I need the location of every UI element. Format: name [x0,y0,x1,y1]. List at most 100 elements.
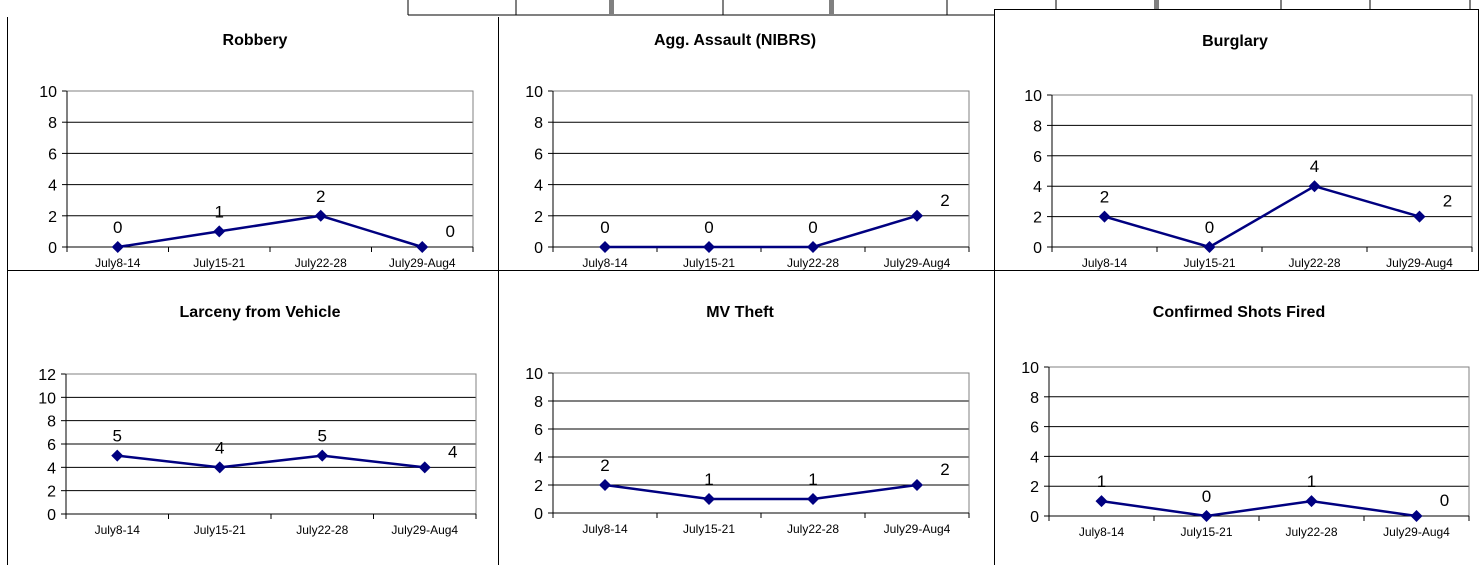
x-tick-label: July8-14 [1082,256,1128,270]
y-tick-label: 0 [48,240,57,257]
series-line [1104,184,1420,249]
y-tick-label: 4 [47,460,56,477]
y-tick-label: 6 [47,437,56,454]
data-label: 0 [113,218,122,237]
data-point [314,209,327,222]
y-tick-label: 4 [534,450,543,467]
data-label: 1 [1097,472,1106,491]
data-point [911,479,923,491]
series-line [605,214,918,249]
data-point [316,449,329,462]
data-point [213,225,226,238]
data-point [807,493,819,505]
chart-title: Agg. Assault (NIBRS) [654,32,816,49]
y-tick-label: 0 [1033,240,1042,257]
y-tick-label: 8 [534,394,543,411]
grid-border-left [7,17,8,565]
data-label: 0 [808,218,817,237]
data-point [911,209,923,222]
x-tick-label: July22-28 [787,522,839,536]
y-tick-label: 2 [1033,210,1042,227]
y-tick-label: 2 [47,484,56,501]
y-tick-label: 10 [1024,88,1042,105]
y-tick-label: 0 [1030,509,1039,526]
x-tick-label: July15-21 [194,523,246,537]
chart-svg: Agg. Assault (NIBRS) 0 2 4 6 8 10 July8-14 July1… [525,32,970,270]
chart-svg: Burglary 0 2 4 6 8 10 July8-14 July15-21 July22-2… [1024,33,1473,270]
chart-svg: MV Theft 0 2 4 6 8 10 July8-14 July15-21 July22-2… [525,304,970,536]
series-line [117,454,425,469]
chart-mv-theft: MV Theft 0 2 4 6 8 10 July8-14 July15-21 July22-2… [499,271,994,565]
y-tick-label: 8 [47,414,56,431]
chart-svg: Larceny from Vehicle 0 2 4 6 8 10 12 July8-14 Jul… [38,304,477,537]
x-tick-label: July8-14 [95,256,141,270]
y-tick-label: 0 [47,507,56,524]
chart-title: Confirmed Shots Fired [1153,304,1325,321]
x-tick-label: July29-Aug4 [1383,525,1450,539]
data-label: 4 [215,438,224,457]
data-point [416,241,429,253]
chart-title: Burglary [1202,33,1268,50]
x-tick-label: July29-Aug4 [884,522,951,536]
series-line [117,214,423,249]
grid-border-right [1478,9,1479,271]
data-point [111,241,124,253]
chart-robbery: Robbery 0 2 4 6 8 10 July8-14 July15-21 July22-28… [8,18,498,270]
y-tick-label: 4 [1030,449,1039,466]
data-label: 1 [215,202,224,221]
y-tick-label: 6 [1033,149,1042,166]
data-point [1410,510,1423,522]
plot-area [1051,94,1473,248]
data-label: 0 [446,222,455,241]
grid-border-row-divider [7,270,1479,271]
y-tick-label: 6 [1030,420,1039,437]
y-tick-label: 2 [534,209,543,226]
y-tick-label: 10 [525,84,543,101]
data-label: 5 [113,427,122,446]
data-point [1413,210,1426,223]
data-label: 0 [1440,491,1449,510]
chart-title: Larceny from Vehicle [180,304,341,321]
data-point [1095,495,1108,508]
y-tick-label: 8 [48,115,57,132]
x-tick-label: July8-14 [582,522,628,536]
data-label: 0 [1202,487,1211,506]
chart-larceny-from-vehicle: Larceny from Vehicle 0 2 4 6 8 10 12 July8-14 Jul… [8,271,498,565]
x-tick-label: July8-14 [1079,525,1125,539]
data-point [418,461,431,474]
data-label: 2 [940,191,949,210]
data-point [703,241,715,253]
y-tick-label: 2 [534,478,543,495]
y-tick-label: 10 [1021,360,1039,377]
plot-area [1048,366,1470,517]
data-point [599,479,611,491]
data-label: 4 [1310,157,1319,176]
data-label: 0 [600,218,609,237]
x-tick-label: July29-Aug4 [1386,256,1453,270]
data-label: 1 [808,470,817,489]
data-point [1203,241,1216,253]
y-tick-label: 2 [48,209,57,226]
y-tick-label: 10 [39,84,57,101]
data-label: 2 [940,460,949,479]
x-tick-label: July29-Aug4 [389,256,456,270]
x-tick-label: July15-21 [683,256,735,270]
chart-burglary: Burglary 0 2 4 6 8 10 July8-14 July15-21 July22-2… [995,10,1478,270]
data-label: 1 [1307,472,1316,491]
data-label: 0 [1205,218,1214,237]
data-point [111,449,124,462]
data-label: 4 [448,442,457,461]
x-tick-label: July22-28 [787,256,839,270]
y-tick-label: 10 [38,390,56,407]
y-tick-label: 6 [534,422,543,439]
x-tick-label: July15-21 [193,256,245,270]
y-tick-label: 12 [38,367,56,384]
chart-title: Robbery [223,32,288,49]
x-tick-label: July22-28 [1288,256,1340,270]
x-tick-label: July15-21 [1183,256,1235,270]
data-point [213,461,226,474]
y-tick-label: 6 [48,146,57,163]
data-label: 5 [318,427,327,446]
